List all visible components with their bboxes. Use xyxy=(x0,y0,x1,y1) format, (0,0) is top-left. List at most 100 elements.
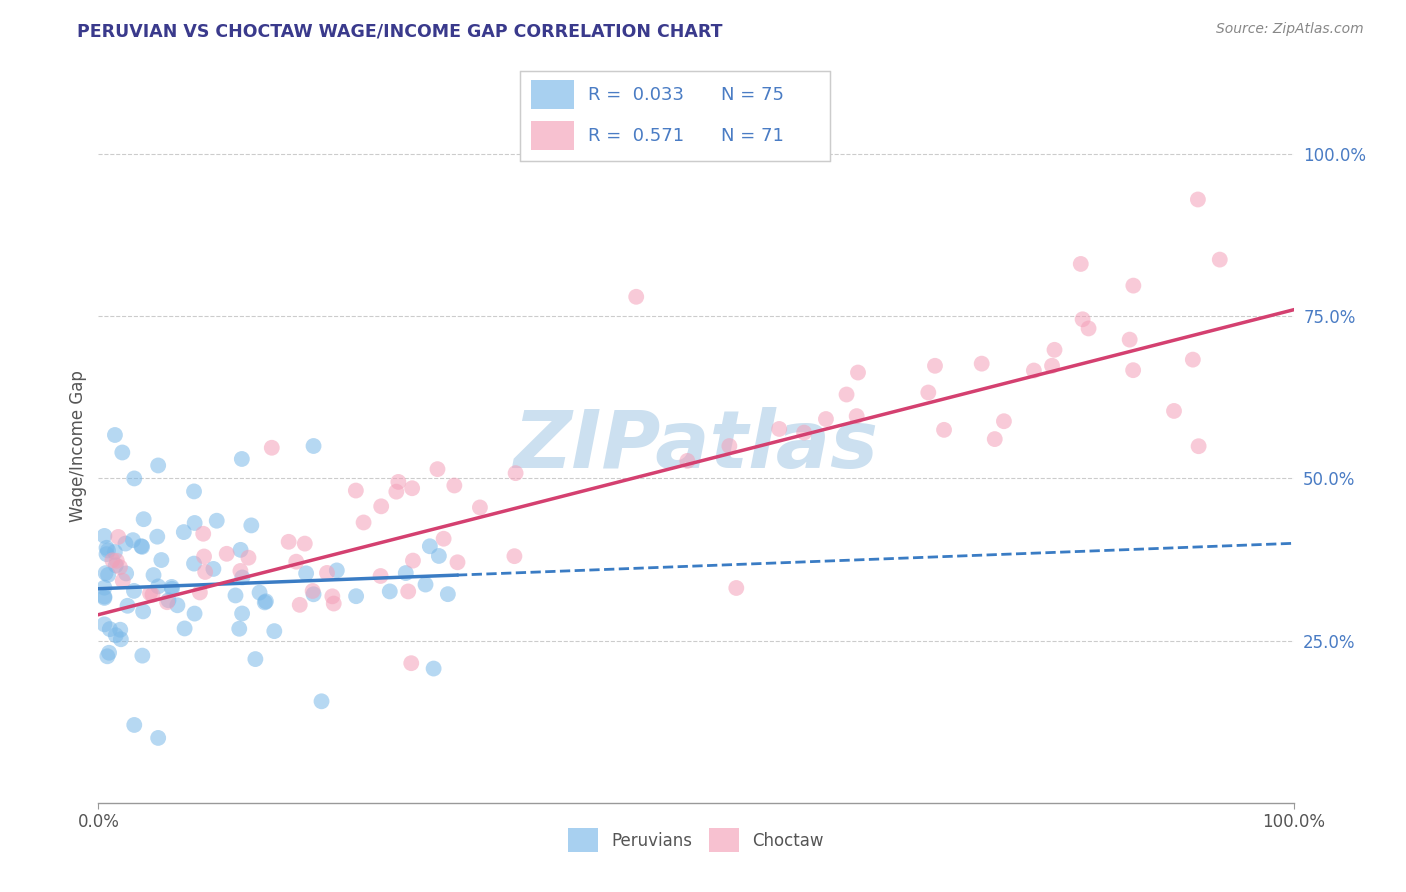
Point xyxy=(188,585,211,599)
Point xyxy=(378,584,401,599)
Point xyxy=(311,694,333,708)
Point xyxy=(104,558,127,573)
Text: ZIPatlas: ZIPatlas xyxy=(513,407,879,485)
Point xyxy=(98,622,121,636)
Point xyxy=(1043,343,1066,357)
Point xyxy=(1122,278,1144,293)
Point xyxy=(301,584,323,599)
Point xyxy=(1187,193,1209,207)
Point xyxy=(443,478,465,492)
Point xyxy=(131,540,153,554)
Point xyxy=(1040,359,1063,373)
Point xyxy=(846,366,869,380)
Point xyxy=(141,588,163,602)
Point xyxy=(984,432,1007,446)
Point xyxy=(814,412,837,426)
Point xyxy=(1181,352,1204,367)
Point xyxy=(401,481,423,495)
Point xyxy=(370,569,392,583)
Point xyxy=(96,541,118,555)
Point xyxy=(793,425,815,440)
Point xyxy=(173,622,195,636)
Y-axis label: Wage/Income Gap: Wage/Income Gap xyxy=(69,370,87,522)
Point xyxy=(215,547,238,561)
Point xyxy=(302,439,325,453)
Point xyxy=(104,428,127,442)
Point xyxy=(277,534,299,549)
Point xyxy=(396,584,419,599)
Point xyxy=(395,566,418,580)
Point xyxy=(205,514,228,528)
Point xyxy=(183,607,205,621)
Point xyxy=(385,484,408,499)
Point xyxy=(1163,404,1185,418)
Point xyxy=(768,422,790,436)
Point xyxy=(993,414,1015,428)
Point xyxy=(229,564,252,578)
Point xyxy=(288,598,311,612)
Point xyxy=(468,500,491,515)
Point xyxy=(105,554,128,568)
Point xyxy=(285,555,308,569)
Point xyxy=(122,533,145,548)
Point xyxy=(426,462,449,476)
Point xyxy=(1022,363,1045,377)
Text: R =  0.571: R = 0.571 xyxy=(588,127,685,145)
FancyBboxPatch shape xyxy=(531,120,575,150)
Point xyxy=(115,566,138,581)
Point xyxy=(117,599,139,613)
Point xyxy=(148,731,170,745)
Text: N = 75: N = 75 xyxy=(721,86,785,103)
Point xyxy=(202,562,225,576)
Point xyxy=(676,454,699,468)
Point xyxy=(231,607,253,621)
Point xyxy=(245,652,267,666)
Point xyxy=(1188,439,1211,453)
Point xyxy=(160,582,183,596)
Point xyxy=(124,471,146,485)
Point xyxy=(131,539,153,553)
Point xyxy=(157,593,180,607)
Point xyxy=(970,357,993,371)
Point xyxy=(150,553,173,567)
Point xyxy=(97,543,120,558)
Point xyxy=(148,458,170,473)
Text: R =  0.033: R = 0.033 xyxy=(588,86,685,103)
Point xyxy=(93,529,115,543)
Point xyxy=(1122,363,1144,377)
Point xyxy=(427,549,450,563)
Point xyxy=(93,617,115,632)
Point xyxy=(131,648,153,663)
Text: PERUVIAN VS CHOCTAW WAGE/INCOME GAP CORRELATION CHART: PERUVIAN VS CHOCTAW WAGE/INCOME GAP CORR… xyxy=(77,22,723,40)
Point xyxy=(370,500,392,514)
Point xyxy=(173,525,195,540)
Point xyxy=(503,549,526,564)
Point xyxy=(344,589,367,603)
FancyBboxPatch shape xyxy=(531,80,575,109)
Point xyxy=(399,656,422,670)
Text: Source: ZipAtlas.com: Source: ZipAtlas.com xyxy=(1216,22,1364,37)
Point xyxy=(183,557,205,571)
Point xyxy=(229,542,252,557)
Point xyxy=(160,580,183,594)
Point xyxy=(446,555,468,569)
Point xyxy=(1118,333,1140,347)
Point xyxy=(96,547,118,561)
Point xyxy=(322,597,344,611)
Point xyxy=(156,595,179,609)
Point xyxy=(253,595,276,609)
Point xyxy=(93,581,115,595)
Point xyxy=(238,550,260,565)
Point xyxy=(146,530,169,544)
Point xyxy=(110,623,132,637)
Point xyxy=(422,661,444,675)
Point xyxy=(294,536,316,550)
Point xyxy=(321,590,343,604)
Point xyxy=(835,387,858,401)
Point xyxy=(240,518,263,533)
Point xyxy=(104,628,127,642)
Point xyxy=(98,646,121,660)
Point xyxy=(1209,252,1232,267)
Point xyxy=(260,441,283,455)
Point xyxy=(437,587,460,601)
